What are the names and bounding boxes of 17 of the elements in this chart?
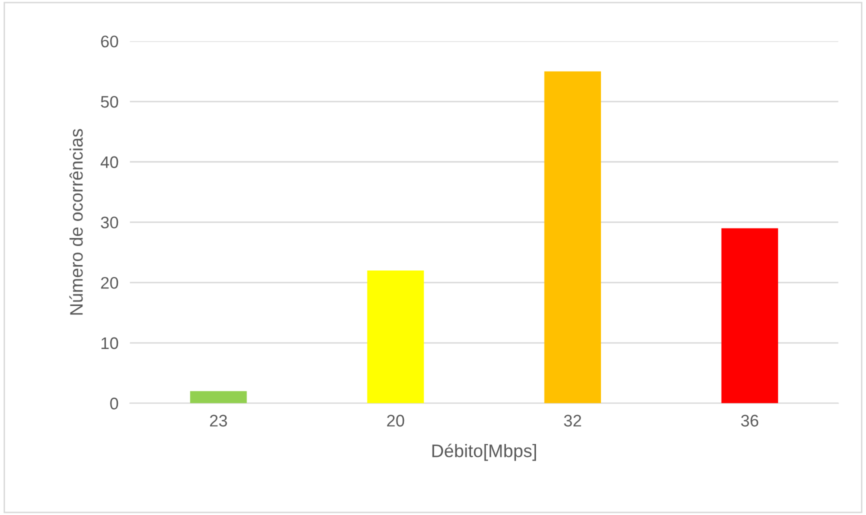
x-tick-label: 32 <box>564 414 582 427</box>
y-tick-label: 40 <box>100 156 118 168</box>
x-tick-label: 20 <box>387 414 404 427</box>
x-axis-title: Débito[Mbps] <box>432 444 536 461</box>
x-tick-label: 23 <box>210 414 227 427</box>
bar <box>190 391 247 404</box>
y-axis-title: Número de ocorrências <box>69 129 83 315</box>
y-tick-label: 60 <box>101 36 118 48</box>
bar <box>721 228 778 404</box>
y-tick-label: 10 <box>102 337 118 350</box>
x-tick-label: 36 <box>741 414 758 427</box>
bar <box>544 71 601 404</box>
y-tick-label: 30 <box>100 216 118 228</box>
bar <box>367 270 424 404</box>
y-tick-label: 0 <box>110 398 118 410</box>
y-tick-label: 20 <box>101 276 118 289</box>
y-tick-label: 50 <box>100 96 118 108</box>
